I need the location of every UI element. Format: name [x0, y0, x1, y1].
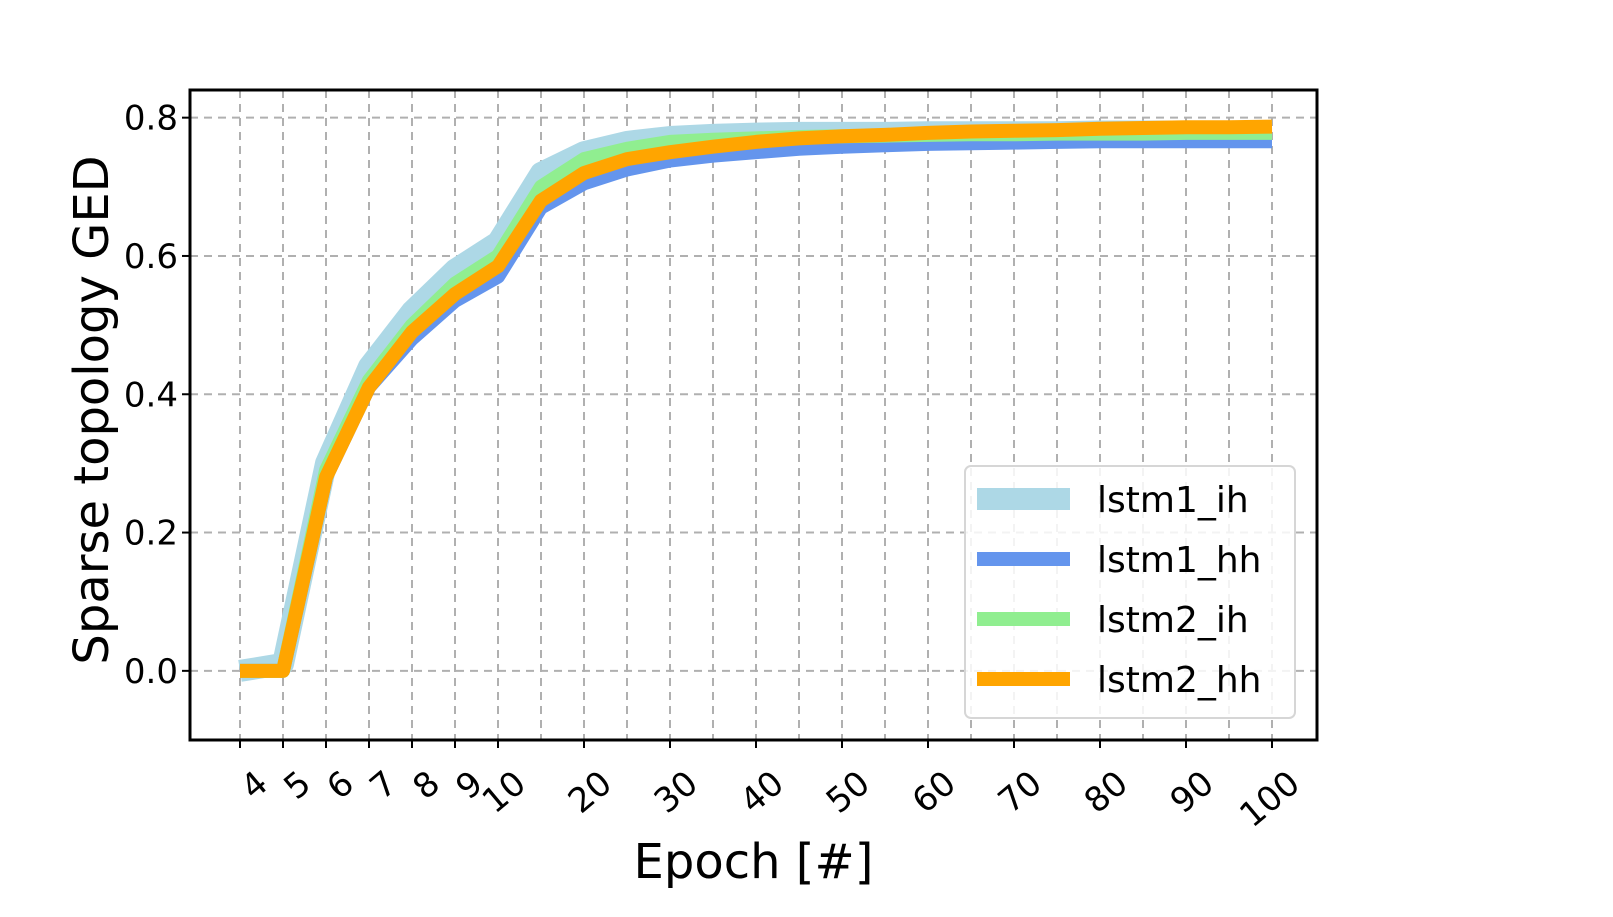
- x-tick-label: 70: [991, 763, 1050, 821]
- x-tick-label: 10: [475, 763, 534, 821]
- x-tick-label: 5: [276, 763, 318, 808]
- x-tick-label: 80: [1077, 763, 1136, 821]
- y-tick-labels: 0.0 0.2 0.4 0.6 0.8: [124, 99, 190, 692]
- x-tick-label: 6: [319, 763, 361, 808]
- legend-item-lstm2-ih: lstm2_ih: [977, 600, 1249, 641]
- y-tick-label: 0.2: [124, 514, 178, 554]
- x-tick-label: 40: [733, 763, 792, 821]
- series-line-lstm2-hh: [240, 119, 1273, 678]
- legend: lstm1_ih lstm1_hh lstm2_ih lstm2_hh: [964, 465, 1296, 719]
- y-axis-label: Sparse topology GED: [64, 155, 120, 664]
- x-tick-label: 30: [647, 763, 706, 821]
- legend-box: [964, 465, 1296, 719]
- legend-label: lstm2_hh: [1097, 660, 1261, 701]
- legend-label: lstm1_ih: [1097, 480, 1249, 521]
- legend-item-lstm2-hh: lstm2_hh: [977, 660, 1261, 701]
- series-lines: [238, 119, 1273, 682]
- x-tick-label: 50: [819, 763, 878, 821]
- legend-item-lstm1-hh: lstm1_hh: [977, 540, 1261, 581]
- x-axis-label: Epoch [#]: [634, 834, 874, 890]
- legend-item-lstm1-ih: lstm1_ih: [977, 480, 1249, 521]
- legend-label: lstm2_ih: [1097, 600, 1249, 641]
- x-tick-label: 8: [405, 763, 447, 808]
- y-tick-label: 0.6: [124, 237, 178, 277]
- x-tick-label: 60: [905, 763, 964, 821]
- y-tick-label: 0.4: [124, 375, 178, 415]
- x-tick-label: 7: [362, 763, 404, 808]
- y-tick-label: 0.8: [124, 99, 178, 139]
- y-tick-label: 0.0: [124, 652, 178, 692]
- plot-frame: [188, 88, 1319, 742]
- legend-label: lstm1_hh: [1097, 540, 1261, 581]
- x-tick-label: 90: [1163, 763, 1222, 821]
- x-tick-label: 100: [1232, 763, 1307, 835]
- x-tick-labels: 4 5 6 7 8 910 20 30 40 50 60 70 80 90 100: [233, 740, 1308, 836]
- x-tick-label: 4: [233, 763, 275, 808]
- x-tick-label: 20: [561, 763, 620, 821]
